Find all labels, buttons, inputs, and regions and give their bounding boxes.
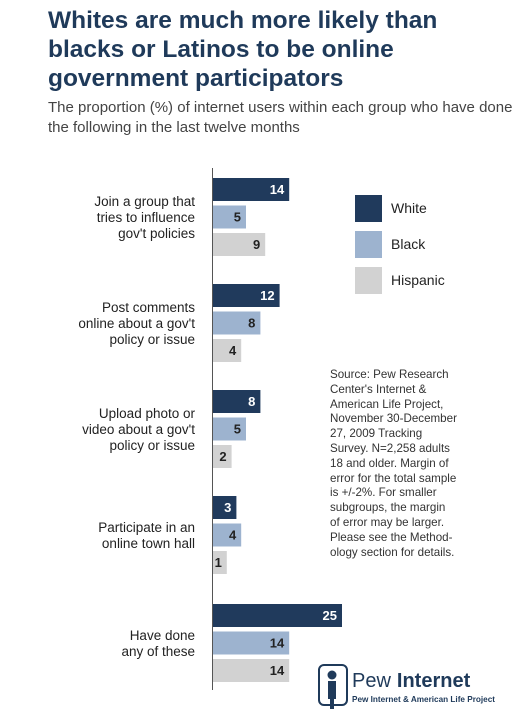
legend-swatch-hispanic xyxy=(355,267,382,294)
source-line-11: Please see the Method- xyxy=(330,530,453,544)
bar-black xyxy=(213,311,261,335)
data-label-black: 5 xyxy=(234,422,241,437)
category-label: Participate in an xyxy=(98,520,195,535)
source-line-4: 27, 2009 Tracking xyxy=(330,427,423,441)
legend-label-hispanic: Hispanic xyxy=(391,272,445,288)
category-label: policy or issue xyxy=(109,332,195,347)
pew-internet-logo: Pew Internet Pew Internet & American Life… xyxy=(318,664,518,712)
source-line-7: error for the total sample xyxy=(330,471,457,485)
category-label: tries to influence xyxy=(97,210,195,225)
source-line-9: subgroups, the margin xyxy=(330,501,446,515)
data-label-black: 5 xyxy=(234,210,241,225)
category-label: Join a group that xyxy=(94,194,195,209)
category-label: gov't policies xyxy=(118,226,195,241)
bar-hispanic xyxy=(213,659,290,682)
bar-black xyxy=(213,417,246,441)
category-label: online about a gov't xyxy=(78,316,195,331)
logo-word-internet: Internet xyxy=(396,670,471,692)
category-label: any of these xyxy=(121,644,195,659)
data-label-hispanic: 9 xyxy=(253,237,260,252)
bar-hispanic xyxy=(213,445,232,468)
bar-black xyxy=(213,631,290,655)
data-label-white: 8 xyxy=(248,394,255,409)
data-label-black: 4 xyxy=(229,528,237,543)
source-line-10: of error may be larger. xyxy=(330,515,445,529)
source-line-6: 18 and older. Margin of xyxy=(330,456,449,470)
logo-tagline: Pew Internet & American Life Project xyxy=(352,695,496,704)
data-label-white: 14 xyxy=(270,182,285,197)
bar-white xyxy=(213,178,290,201)
bar-white xyxy=(213,604,342,627)
data-label-black: 14 xyxy=(270,636,285,651)
data-label-black: 8 xyxy=(248,316,255,331)
category-label: online town hall xyxy=(102,536,195,551)
chart-title: Whites are much more likely than blacks … xyxy=(48,7,438,92)
source-note: Source: Pew Research Center's Internet & A… xyxy=(330,368,490,560)
source-line-3: November 30-December xyxy=(330,412,457,426)
legend-swatch-black xyxy=(355,231,382,258)
category-label: policy or issue xyxy=(109,438,195,453)
bar-white xyxy=(213,496,237,519)
source-line-8: is +/-2%. For smaller xyxy=(330,486,437,500)
bar-hispanic xyxy=(213,551,227,574)
person-icon xyxy=(318,664,348,709)
data-label-white: 12 xyxy=(260,288,274,303)
source-line-0: Source: Pew Research xyxy=(330,368,449,381)
source-line-1: Center's Internet & xyxy=(330,382,427,396)
data-label-white: 25 xyxy=(323,608,337,623)
data-label-hispanic: 1 xyxy=(215,555,222,570)
chart-subtitle: The proportion (%) of internet users wit… xyxy=(48,99,513,136)
source-line-2: American Life Project, xyxy=(330,397,444,411)
legend: White Black Hispanic xyxy=(355,195,445,294)
logo-word-pew: Pew xyxy=(352,670,391,692)
bar-white xyxy=(213,390,261,413)
legend-label-black: Black xyxy=(391,236,426,252)
bar-white xyxy=(213,284,280,307)
logo-wordmark: Pew Internet xyxy=(352,670,470,693)
bar-black xyxy=(213,205,246,229)
legend-label-white: White xyxy=(391,200,427,216)
category-label: Upload photo or xyxy=(99,406,196,421)
bar-hispanic xyxy=(213,339,242,362)
bar-black xyxy=(213,523,242,547)
legend-swatch-white xyxy=(355,195,382,222)
source-line-12: ology section for details. xyxy=(330,545,455,559)
bar-hispanic xyxy=(213,233,266,256)
source-line-5: Survey. N=2,258 adults xyxy=(330,441,450,455)
data-label-hispanic: 2 xyxy=(219,449,226,464)
data-label-hispanic: 4 xyxy=(229,343,237,358)
category-label: video about a gov't xyxy=(82,422,195,437)
category-label: Post comments xyxy=(102,300,195,315)
data-label-white: 3 xyxy=(224,500,231,515)
category-label: Have done xyxy=(130,628,195,643)
data-label-hispanic: 14 xyxy=(270,663,285,678)
